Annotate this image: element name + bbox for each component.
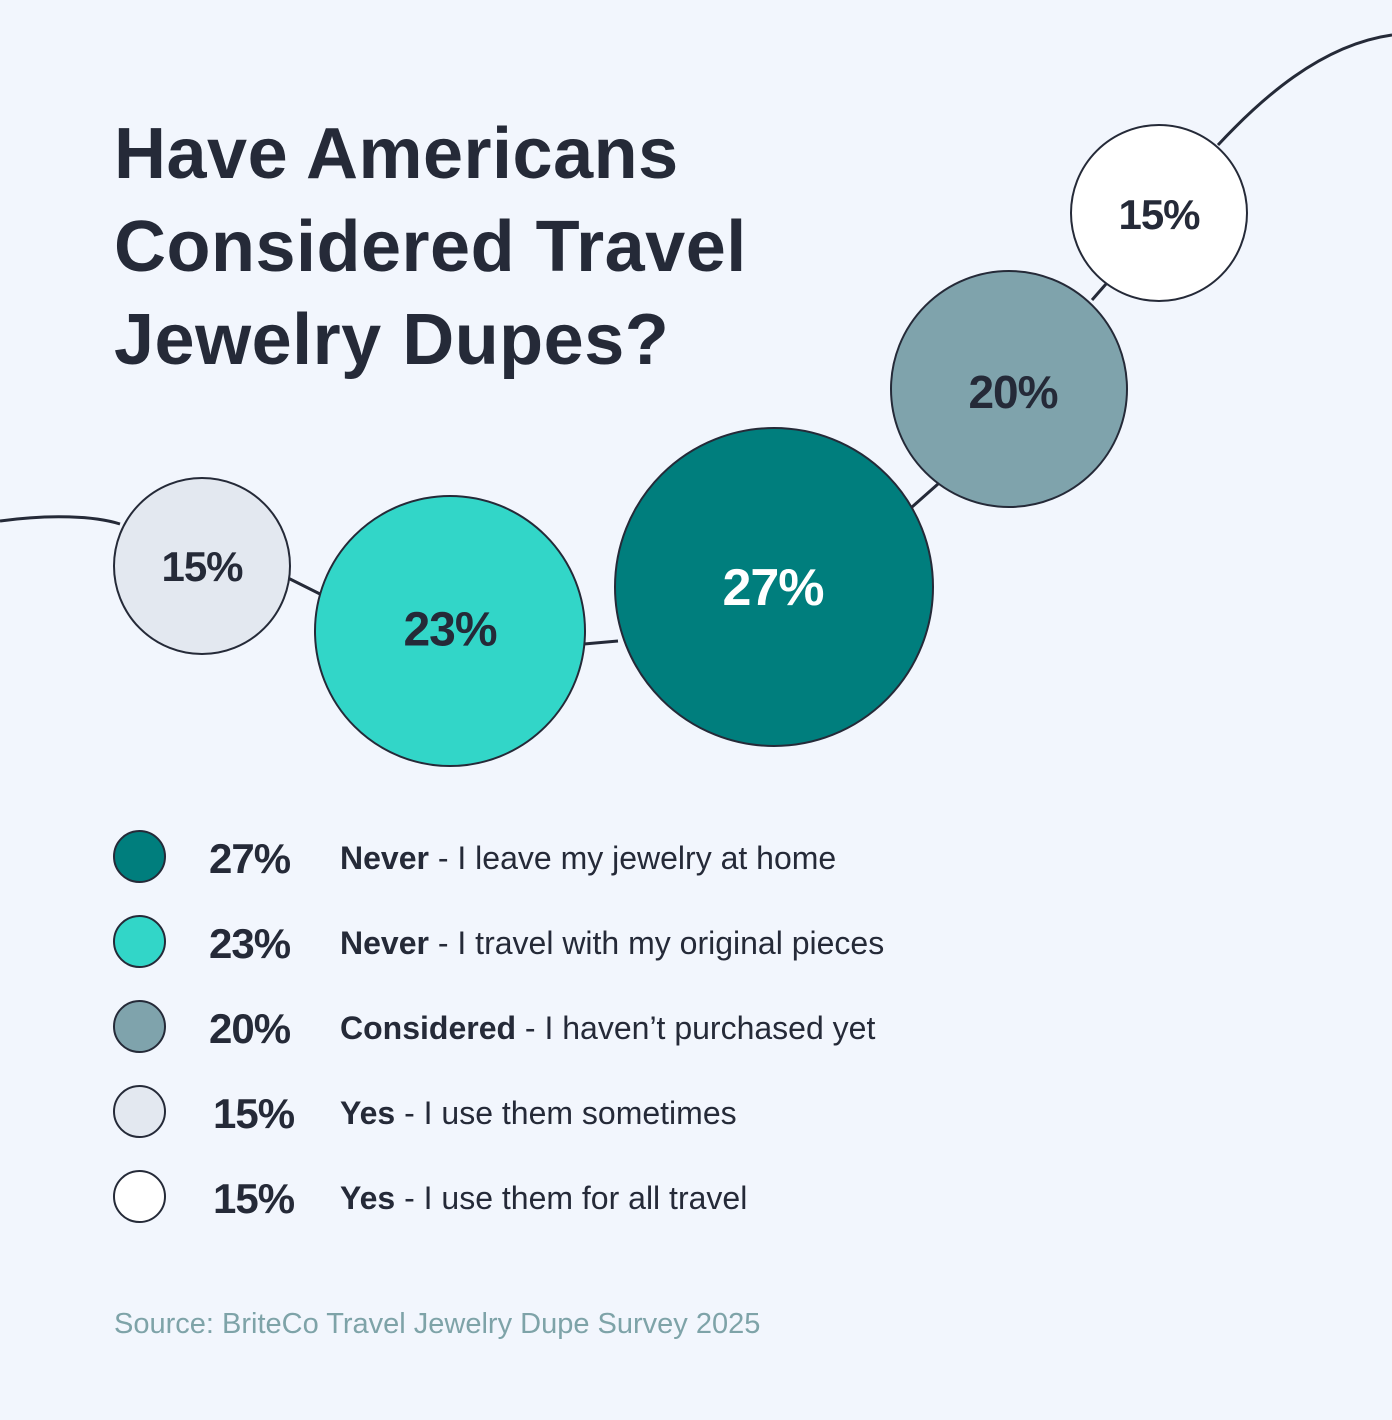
legend-item: 15% Yes - I use them sometimes	[113, 1085, 1013, 1142]
source-note: Source: BriteCo Travel Jewelry Dupe Surv…	[114, 1308, 761, 1340]
legend-swatch-icon	[113, 1000, 166, 1053]
connector-line	[0, 515, 121, 526]
bubble-label-never-home: 27%	[722, 559, 824, 617]
legend-percent: 15%	[213, 1175, 295, 1222]
bubble-never-original	[314, 495, 586, 767]
legend-detail: - I haven’t purchased yet	[516, 1010, 876, 1046]
title-line-3: Jewelry Dupes?	[114, 300, 670, 380]
legend-percent: 27%	[209, 835, 291, 882]
legend-percent: 20%	[209, 1005, 291, 1052]
connector-line	[583, 639, 619, 646]
legend-category: Never	[340, 840, 429, 876]
bubble-label-considered: 20%	[968, 366, 1058, 418]
legend-detail: - I leave my jewelry at home	[428, 840, 837, 876]
legend-item: 27% Never - I leave my jewelry at home	[113, 830, 1013, 887]
connector-line	[287, 576, 321, 596]
legend-item: 15% Yes - I use them for all travel	[113, 1170, 1013, 1227]
legend-category: Never	[340, 925, 429, 961]
legend-category: Yes	[340, 1095, 396, 1131]
legend-detail: - I use them sometimes	[395, 1095, 737, 1131]
legend-description: Never - I travel with my original pieces	[340, 925, 884, 962]
legend-category: Yes	[340, 1180, 396, 1216]
legend-item: 20% Considered - I haven’t purchased yet	[113, 1000, 1013, 1057]
legend-description: Never - I leave my jewelry at home	[340, 840, 836, 877]
legend-swatch-icon	[113, 830, 166, 883]
legend-description: Considered - I haven’t purchased yet	[340, 1010, 875, 1047]
legend-description: Yes - I use them for all travel	[340, 1180, 747, 1217]
chart-title: Have Americans Considered Travel Jewelry…	[114, 108, 834, 387]
legend-swatch-icon	[113, 915, 166, 968]
bubble-yes-sometimes	[113, 477, 291, 655]
connector-line	[911, 482, 939, 509]
bubble-label-yes-sometimes: 15%	[161, 543, 243, 590]
bubble-yes-all-travel	[1070, 124, 1248, 302]
legend-item: 23% Never - I travel with my original pi…	[113, 915, 1013, 972]
bubble-never-home	[614, 427, 934, 747]
title-line-1: Have Americans	[114, 114, 679, 194]
legend-percent: 23%	[209, 920, 291, 967]
bubble-label-yes-all-travel: 15%	[1118, 191, 1200, 238]
legend-percent: 15%	[213, 1090, 295, 1137]
bubble-considered	[890, 270, 1128, 508]
legend-swatch-icon	[113, 1085, 166, 1138]
legend-description: Yes - I use them sometimes	[340, 1095, 737, 1132]
legend-swatch-icon	[113, 1170, 166, 1223]
bubble-chart	[0, 33, 1392, 767]
connector-line	[1090, 283, 1108, 301]
connector-line	[1216, 33, 1392, 147]
legend-detail: - I use them for all travel	[395, 1180, 748, 1216]
legend-detail: - I travel with my original pieces	[428, 925, 885, 961]
bubble-label-never-original: 23%	[403, 603, 497, 657]
title-line-2: Considered Travel	[114, 207, 747, 287]
legend-category: Considered	[340, 1010, 517, 1046]
